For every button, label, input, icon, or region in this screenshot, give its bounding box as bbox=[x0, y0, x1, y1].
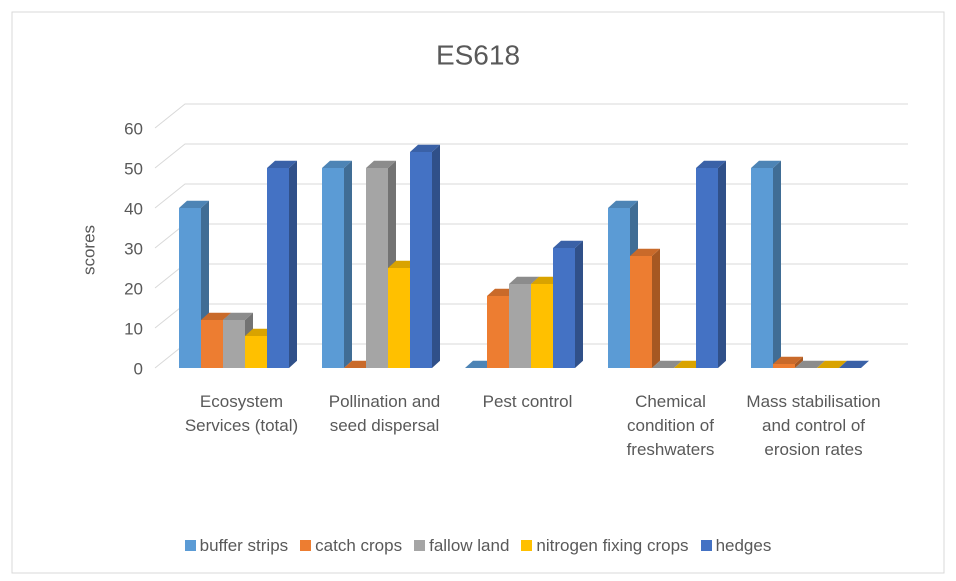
bar-top bbox=[751, 160, 781, 168]
bar-front bbox=[245, 336, 267, 368]
bar-side bbox=[432, 144, 440, 368]
bar-front bbox=[509, 284, 531, 368]
bar bbox=[839, 360, 869, 368]
bar-top bbox=[630, 248, 660, 256]
bar bbox=[817, 360, 847, 368]
y-tick-label: 50 bbox=[124, 159, 143, 178]
y-tick-label: 20 bbox=[124, 279, 143, 298]
bar-front bbox=[630, 256, 652, 368]
legend-item: catch crops bbox=[300, 536, 402, 556]
legend-label: nitrogen fixing crops bbox=[536, 536, 689, 555]
bar-top bbox=[509, 276, 539, 284]
bar bbox=[773, 356, 803, 368]
grid-line bbox=[154, 183, 908, 209]
x-tick-label: Chemical condition of freshwaters bbox=[626, 392, 715, 459]
bar-top bbox=[267, 160, 297, 168]
bar-side bbox=[289, 160, 297, 368]
bar-front bbox=[531, 284, 553, 368]
bar-front bbox=[696, 168, 718, 368]
bar-front bbox=[487, 296, 509, 368]
legend-item: buffer strips bbox=[184, 536, 289, 556]
y-tick-label: 0 bbox=[134, 359, 143, 378]
bar bbox=[410, 144, 440, 368]
bar bbox=[795, 360, 825, 368]
bar-front bbox=[179, 208, 201, 368]
legend-item: hedges bbox=[700, 536, 772, 556]
bar-top bbox=[553, 240, 583, 248]
legend-item: fallow land bbox=[414, 536, 509, 556]
legend-label: catch crops bbox=[315, 536, 403, 555]
chart-border bbox=[11, 11, 945, 574]
legend-swatch bbox=[300, 540, 312, 551]
bar-top bbox=[223, 312, 253, 320]
x-tick-label: Pollination and seed dispersal bbox=[328, 392, 441, 435]
bar-side bbox=[773, 160, 781, 368]
y-tick-label: 30 bbox=[124, 239, 143, 258]
bar-top bbox=[201, 312, 231, 320]
bar-front bbox=[553, 248, 575, 368]
bar-front bbox=[366, 168, 388, 368]
bar-front bbox=[751, 168, 773, 368]
chart-title: ES618 bbox=[436, 39, 520, 70]
bar-front bbox=[201, 320, 223, 368]
bar bbox=[696, 160, 726, 368]
legend-label: hedges bbox=[715, 536, 772, 555]
bar-side bbox=[718, 160, 726, 368]
bar-top bbox=[696, 160, 726, 168]
bar-top bbox=[366, 160, 396, 168]
bar-front bbox=[773, 364, 795, 368]
y-tick-label: 60 bbox=[124, 119, 143, 138]
bar-front bbox=[608, 208, 630, 368]
legend-label: fallow land bbox=[429, 536, 510, 555]
grid-line bbox=[154, 143, 908, 169]
grid-line bbox=[154, 103, 908, 129]
legend-swatch bbox=[184, 540, 196, 551]
bar-side bbox=[575, 240, 583, 368]
bar-top bbox=[322, 160, 352, 168]
x-tick-label: Mass stabilisation and control of erosio… bbox=[746, 392, 881, 459]
bar-top bbox=[608, 200, 638, 208]
bar-top bbox=[773, 356, 803, 364]
bar bbox=[630, 248, 660, 368]
bar-front bbox=[223, 320, 245, 368]
y-tick-label: 10 bbox=[124, 319, 143, 338]
legend-label: buffer strips bbox=[199, 536, 289, 555]
bar-top bbox=[652, 360, 682, 368]
bar-front bbox=[388, 268, 410, 368]
bar bbox=[553, 240, 583, 368]
x-tick-label: Pest control bbox=[482, 392, 573, 411]
x-tick-label: Ecosystem Services (total) bbox=[184, 392, 299, 435]
legend-swatch bbox=[414, 540, 426, 551]
bar bbox=[322, 160, 352, 368]
bar-side bbox=[652, 248, 660, 368]
bar-front bbox=[322, 168, 344, 368]
bar-front bbox=[267, 168, 289, 368]
bar bbox=[751, 160, 781, 368]
legend: buffer strips catch crops fallow land nitro… bbox=[0, 536, 956, 556]
bar-top bbox=[410, 144, 440, 152]
bar-top bbox=[817, 360, 847, 368]
bar-top bbox=[839, 360, 869, 368]
bar-top bbox=[795, 360, 825, 368]
bar bbox=[652, 360, 682, 368]
y-axis-label: scores bbox=[79, 225, 98, 275]
bar-side bbox=[795, 356, 803, 368]
bar bbox=[267, 160, 297, 368]
legend-item: nitrogen fixing crops bbox=[521, 536, 689, 556]
legend-swatch bbox=[700, 540, 712, 551]
y-tick-label: 40 bbox=[124, 199, 143, 218]
bar-side bbox=[344, 160, 352, 368]
legend-swatch bbox=[521, 540, 533, 551]
bar-front bbox=[410, 152, 432, 368]
bar-top bbox=[179, 200, 209, 208]
